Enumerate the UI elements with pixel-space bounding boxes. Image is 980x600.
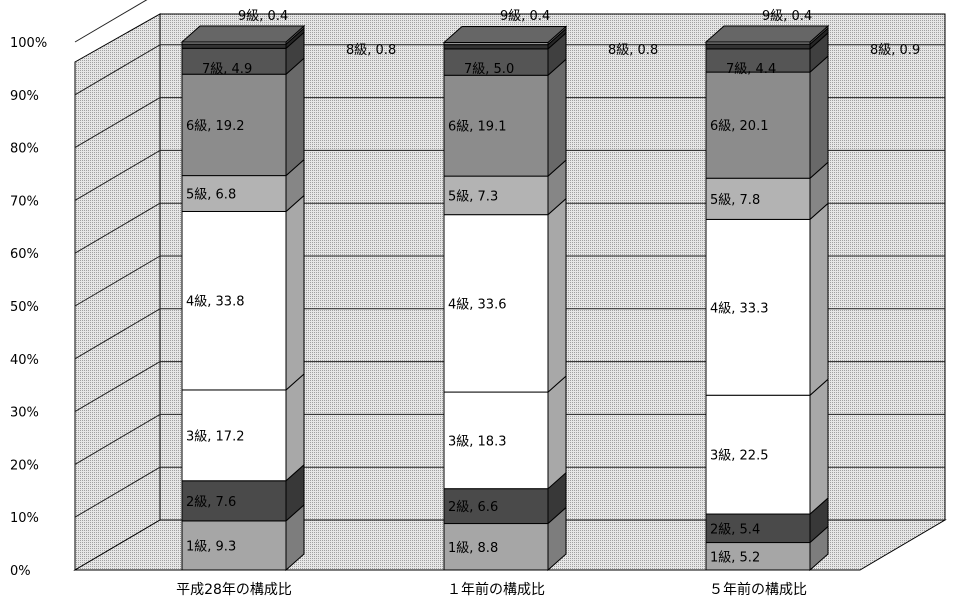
y-tick-label: 10%	[10, 511, 39, 526]
gridline-side	[74, 44, 161, 96]
x-axis: 平成28年の構成比 １年前の構成比 ５年前の構成比	[176, 581, 807, 598]
bar-segment	[705, 43, 811, 50]
bar-segment	[705, 513, 811, 544]
data-label: 1級, 9.3	[186, 539, 236, 554]
bar-segment	[443, 44, 549, 50]
data-label: 6級, 19.1	[448, 120, 506, 135]
y-tick-label: 90%	[10, 89, 39, 104]
bars: 1級, 9.3 2級, 7.6 3級, 17.2 4級, 33.8 5級, 6.8 6級,…	[180, 9, 920, 572]
data-label: 3級, 17.2	[186, 429, 244, 444]
data-label: 5級, 6.8	[186, 188, 236, 203]
bar-segment-side	[285, 372, 305, 482]
data-label: 8級, 0.9	[870, 43, 920, 58]
data-label: 5級, 7.8	[710, 193, 760, 208]
data-label: 9級, 0.4	[500, 9, 550, 24]
gridline-side	[74, 466, 161, 518]
bar-segment	[705, 177, 811, 220]
data-label: 3級, 22.5	[710, 449, 768, 464]
data-label: 9級, 0.4	[762, 9, 812, 24]
gridline-side	[74, 413, 161, 465]
bar-segment-side	[809, 54, 829, 180]
bar-segment	[443, 74, 549, 177]
y-tick-label: 100%	[10, 36, 47, 51]
bar-segment	[443, 391, 549, 490]
bar-segment-side	[809, 378, 829, 516]
y-tick-label: 0%	[10, 564, 31, 579]
y-tick-label: 70%	[10, 194, 39, 209]
bar-segment	[181, 210, 287, 391]
gridline-side	[74, 202, 161, 254]
y-tick-label: 60%	[10, 247, 39, 262]
bar-segment	[443, 214, 549, 393]
x-category-label: ５年前の構成比	[709, 581, 807, 598]
data-label: 8級, 0.8	[608, 43, 658, 58]
data-label: 5級, 7.3	[448, 189, 498, 204]
gridline-side	[74, 308, 161, 360]
data-label: 7級, 4.4	[726, 62, 776, 77]
data-label: 4級, 33.3	[710, 301, 768, 316]
bar-segment-side	[285, 194, 305, 392]
data-label: 2級, 5.4	[710, 522, 760, 537]
y-tick-label: 30%	[10, 406, 39, 421]
data-label: 1級, 8.8	[448, 541, 498, 556]
data-label: 3級, 18.3	[448, 434, 506, 449]
data-label: 8級, 0.8	[346, 43, 396, 58]
gridline-side	[74, 255, 161, 307]
bar-segment	[443, 523, 549, 571]
y-tick-label: 40%	[10, 353, 39, 368]
data-label: 6級, 19.2	[186, 119, 244, 134]
data-label: 7級, 5.0	[464, 62, 514, 77]
data-label: 2級, 6.6	[448, 500, 498, 515]
bar-top	[442, 26, 568, 44]
bar-stack: 1級, 8.8 2級, 6.6 3級, 18.3 4級, 33.6 5級, 7.3 6級,…	[442, 9, 658, 572]
bar-segment	[181, 175, 287, 212]
bar-stack: 1級, 5.2 2級, 5.4 3級, 22.5 4級, 33.3 5級, 7.8 6級,…	[704, 9, 920, 572]
data-label: 7級, 4.9	[202, 62, 252, 77]
gridline-side	[74, 149, 161, 201]
x-category-label: 平成28年の構成比	[176, 582, 292, 598]
bar-top	[180, 25, 306, 43]
bar-segment-side	[285, 57, 305, 177]
bar-segment	[181, 43, 287, 49]
bar-stack: 1級, 9.3 2級, 7.6 3級, 17.2 4級, 33.8 5級, 6.8 6級,…	[180, 9, 396, 572]
x-category-label: １年前の構成比	[447, 581, 545, 598]
bar-segment	[181, 73, 287, 177]
data-label: 4級, 33.6	[448, 297, 506, 312]
gridline-side	[74, 0, 148, 43]
bar-segment-side	[809, 202, 829, 397]
bar-segment-side	[547, 58, 567, 178]
data-label: 1級, 5.2	[710, 550, 760, 565]
y-tick-label: 50%	[10, 300, 39, 315]
bar-segment-side	[547, 374, 567, 490]
bar-segment	[705, 71, 811, 179]
data-label: 6級, 20.1	[710, 119, 768, 134]
side-wall	[74, 13, 161, 571]
bar-segment-side	[547, 197, 567, 394]
y-tick-label: 20%	[10, 458, 39, 473]
gridline-side	[74, 361, 161, 413]
gridline-side	[74, 97, 161, 149]
data-label: 4級, 33.8	[186, 295, 244, 310]
bar-segment	[705, 218, 811, 396]
bar-top	[704, 25, 830, 43]
data-label: 9級, 0.4	[238, 9, 288, 24]
y-axis: 0% 10% 20% 30% 40% 50% 60% 70% 80% 90% 100%	[10, 36, 47, 579]
y-tick-label: 80%	[10, 142, 39, 157]
data-label: 2級, 7.6	[186, 495, 236, 510]
bar-segment	[443, 175, 549, 216]
